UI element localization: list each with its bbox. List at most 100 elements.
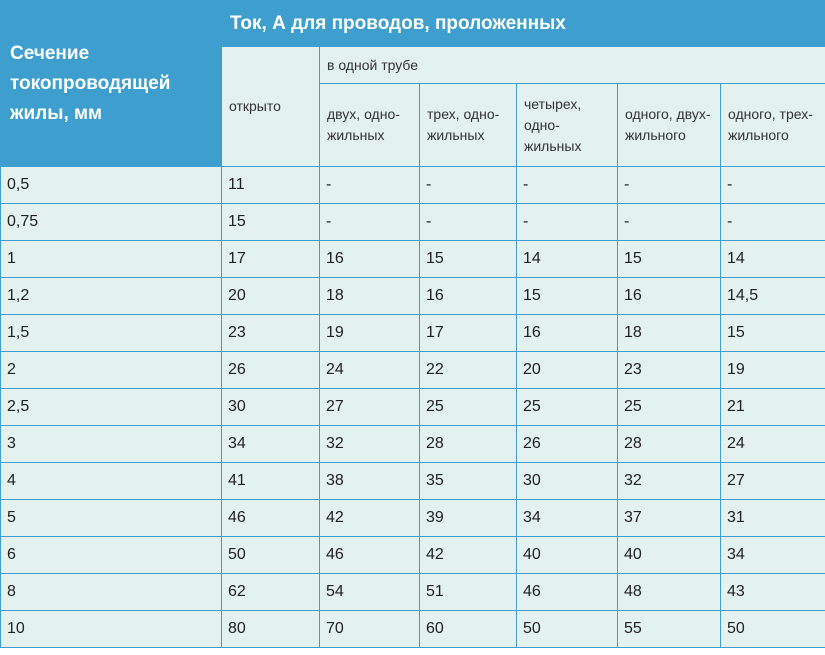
one-two-core-cell: 37 xyxy=(617,499,721,537)
open-value-cell: 62 xyxy=(221,573,320,611)
one-two-core-cell: 23 xyxy=(617,351,721,389)
three-single-core-cell: 60 xyxy=(419,610,517,648)
two-single-core-cell: 42 xyxy=(319,499,420,537)
table-row: 1,5 23 19 17 16 18 15 xyxy=(0,314,825,352)
four-single-core-cell: 16 xyxy=(516,314,618,352)
open-value-cell: 41 xyxy=(221,462,320,500)
table-row: 0,75 15 - - - - - xyxy=(0,203,825,241)
in-one-pipe-header: в одной трубе xyxy=(318,46,825,84)
cross-section-cell: 8 xyxy=(0,573,222,611)
cross-section-cell: 1,5 xyxy=(0,314,222,352)
one-two-core-cell: - xyxy=(617,203,721,241)
two-single-core-cell: 24 xyxy=(319,351,420,389)
one-three-core-cell: 24 xyxy=(719,425,825,463)
open-value-cell: 20 xyxy=(221,277,320,315)
one-three-core-cell: 21 xyxy=(719,388,825,426)
one-two-core-cell: 16 xyxy=(617,277,721,315)
three-single-core-cell: 15 xyxy=(419,240,517,278)
one-two-core-cell: 48 xyxy=(617,573,721,611)
open-value-cell: 26 xyxy=(221,351,320,389)
two-single-core-cell: 27 xyxy=(319,388,420,426)
cross-section-cell: 1 xyxy=(0,240,222,278)
four-single-core-cell: 26 xyxy=(516,425,618,463)
open-laying-header: открыто xyxy=(221,46,320,167)
three-single-core-cell: 35 xyxy=(419,462,517,500)
one-two-core-cell: 25 xyxy=(617,388,721,426)
open-value-cell: 15 xyxy=(221,203,320,241)
table-row: 4 41 38 35 30 32 27 xyxy=(0,462,825,500)
cross-section-cell: 2 xyxy=(0,351,222,389)
cross-section-cell: 0,5 xyxy=(0,166,222,204)
table-row: 1,2 20 18 16 15 16 14,5 xyxy=(0,277,825,315)
open-value-cell: 80 xyxy=(221,610,320,648)
one-three-core-cell: 27 xyxy=(719,462,825,500)
two-single-core-cell: - xyxy=(319,203,420,241)
three-single-core-cell: 16 xyxy=(419,277,517,315)
one-three-core-cell: 15 xyxy=(719,314,825,352)
table-row: 8 62 54 51 46 48 43 xyxy=(0,573,825,611)
one-two-core-cell: 15 xyxy=(617,240,721,278)
cross-section-cell: 1,2 xyxy=(0,277,222,315)
table-row: 2 26 24 22 20 23 19 xyxy=(0,351,825,389)
three-single-core-cell: 25 xyxy=(419,388,517,426)
open-value-cell: 23 xyxy=(221,314,320,352)
three-single-core-cell: - xyxy=(419,166,517,204)
one-three-core-cell: 19 xyxy=(719,351,825,389)
open-value-cell: 30 xyxy=(221,388,320,426)
four-single-core-cell: 25 xyxy=(516,388,618,426)
two-single-core-cell: 18 xyxy=(319,277,420,315)
table-row: 6 50 46 42 40 40 34 xyxy=(0,536,825,574)
one-three-core-cell: 50 xyxy=(719,610,825,648)
table-row: 10 80 70 60 50 55 50 xyxy=(0,610,825,648)
cross-section-cell: 4 xyxy=(0,462,222,500)
three-single-core-cell: 28 xyxy=(419,425,517,463)
three-single-core-cell: 17 xyxy=(419,314,517,352)
one-two-core-cell: 18 xyxy=(617,314,721,352)
two-single-core-cell: 70 xyxy=(319,610,420,648)
one-two-core-cell: 40 xyxy=(617,536,721,574)
four-single-core-cell: - xyxy=(516,203,618,241)
four-single-core-cell: 15 xyxy=(516,277,618,315)
one-three-core-cell: 34 xyxy=(719,536,825,574)
table-row: 0,5 11 - - - - - xyxy=(0,166,825,204)
three-single-core-cell: 39 xyxy=(419,499,517,537)
one-two-core-cell: 28 xyxy=(617,425,721,463)
cross-section-cell: 0,75 xyxy=(0,203,222,241)
cross-section-cell: 6 xyxy=(0,536,222,574)
one-three-core-cell: 14 xyxy=(719,240,825,278)
four-single-core-cell: 14 xyxy=(516,240,618,278)
one-two-core-header: одного, двух-жильного xyxy=(617,83,721,167)
cross-section-cell: 5 xyxy=(0,499,222,537)
three-single-core-cell: - xyxy=(419,203,517,241)
two-single-core-cell: 19 xyxy=(319,314,420,352)
two-single-core-header: двух, одно-жильных xyxy=(319,83,420,167)
four-single-core-cell: - xyxy=(516,166,618,204)
four-single-core-cell: 50 xyxy=(516,610,618,648)
one-three-core-cell: - xyxy=(719,203,825,241)
three-single-core-cell: 22 xyxy=(419,351,517,389)
four-single-core-cell: 30 xyxy=(516,462,618,500)
one-three-core-cell: 31 xyxy=(719,499,825,537)
one-two-core-cell: - xyxy=(617,166,721,204)
current-header: Ток, А для проводов, проложенных xyxy=(220,0,825,47)
three-single-core-cell: 42 xyxy=(419,536,517,574)
four-single-core-header: четырех, одно-жильных xyxy=(516,83,618,167)
one-three-core-header: одного, трех-жильного xyxy=(719,83,825,167)
two-single-core-cell: 32 xyxy=(319,425,420,463)
two-single-core-cell: 38 xyxy=(319,462,420,500)
open-value-cell: 11 xyxy=(221,166,320,204)
one-three-core-cell: 43 xyxy=(719,573,825,611)
two-single-core-cell: - xyxy=(319,166,420,204)
open-value-cell: 50 xyxy=(221,536,320,574)
table-row: 1 17 16 15 14 15 14 xyxy=(0,240,825,278)
cross-section-header: Сечение токопроводящей жилы, мм xyxy=(0,0,222,167)
three-single-core-header: трех, одно-жильных xyxy=(419,83,517,167)
open-value-cell: 46 xyxy=(221,499,320,537)
four-single-core-cell: 46 xyxy=(516,573,618,611)
four-single-core-cell: 40 xyxy=(516,536,618,574)
open-value-cell: 17 xyxy=(221,240,320,278)
one-two-core-cell: 32 xyxy=(617,462,721,500)
cross-section-cell: 10 xyxy=(0,610,222,648)
table-row: 5 46 42 39 34 37 31 xyxy=(0,499,825,537)
